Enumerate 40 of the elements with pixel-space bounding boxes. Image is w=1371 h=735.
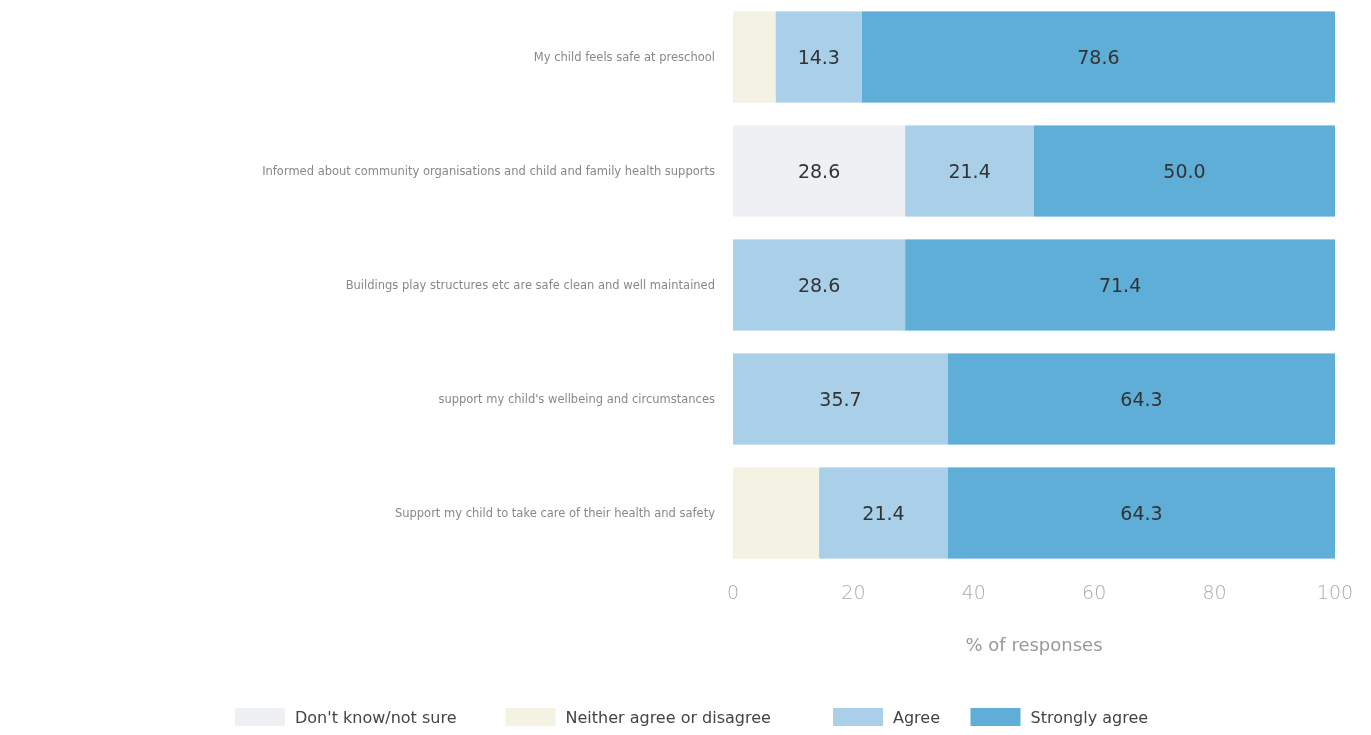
y-tick-label: Buildings play structures etc are safe clean and well maintained [345, 278, 715, 293]
legend-label: Neither agree or disagree [565, 707, 771, 727]
data-label: 64.3 [1120, 387, 1163, 410]
bar [775, 11, 862, 103]
legend-label: Strongly agree [1030, 707, 1149, 727]
bar [947, 353, 1335, 445]
data-label: 28.6 [797, 159, 841, 182]
legend-label: Agree [893, 707, 941, 727]
x-tick-label: 80 [1202, 580, 1227, 603]
legend-label: Don't know/not sure [295, 707, 457, 727]
data-label: 50.0 [1163, 159, 1206, 182]
x-tick-label: 60 [1082, 580, 1107, 603]
data-label: 21.4 [948, 159, 991, 182]
data-label: 14.3 [797, 45, 840, 68]
data-label: 64.3 [1120, 501, 1163, 524]
bar [733, 239, 906, 331]
bar [1034, 125, 1335, 217]
data-label: 28.6 [797, 273, 841, 296]
x-tick-label: 0 [726, 580, 740, 603]
bar [905, 239, 1335, 331]
y-tick-label: support my child's wellbeing and circumstances [438, 392, 715, 407]
bar [733, 11, 776, 103]
bar [733, 353, 948, 445]
y-tick-label: Informed about community organisations and child and family health supports [262, 164, 715, 179]
data-label: 71.4 [1098, 273, 1142, 296]
x-tick-label: 20 [841, 580, 866, 603]
bar [905, 125, 1034, 217]
x-tick-label: 40 [961, 580, 986, 603]
bar [861, 11, 1335, 103]
bar [733, 467, 820, 559]
data-label: 35.7 [819, 387, 862, 410]
bar [733, 125, 906, 217]
x-axis-title: % of responses [965, 634, 1103, 656]
y-tick-label: My child feels safe at preschool [533, 50, 715, 65]
bar [819, 467, 948, 559]
data-label: 78.6 [1077, 45, 1120, 68]
x-tick-label: 100 [1316, 580, 1354, 603]
bar [947, 467, 1335, 559]
y-tick-label: Support my child to take care of their health and safety [394, 506, 716, 521]
data-label: 21.4 [862, 501, 905, 524]
